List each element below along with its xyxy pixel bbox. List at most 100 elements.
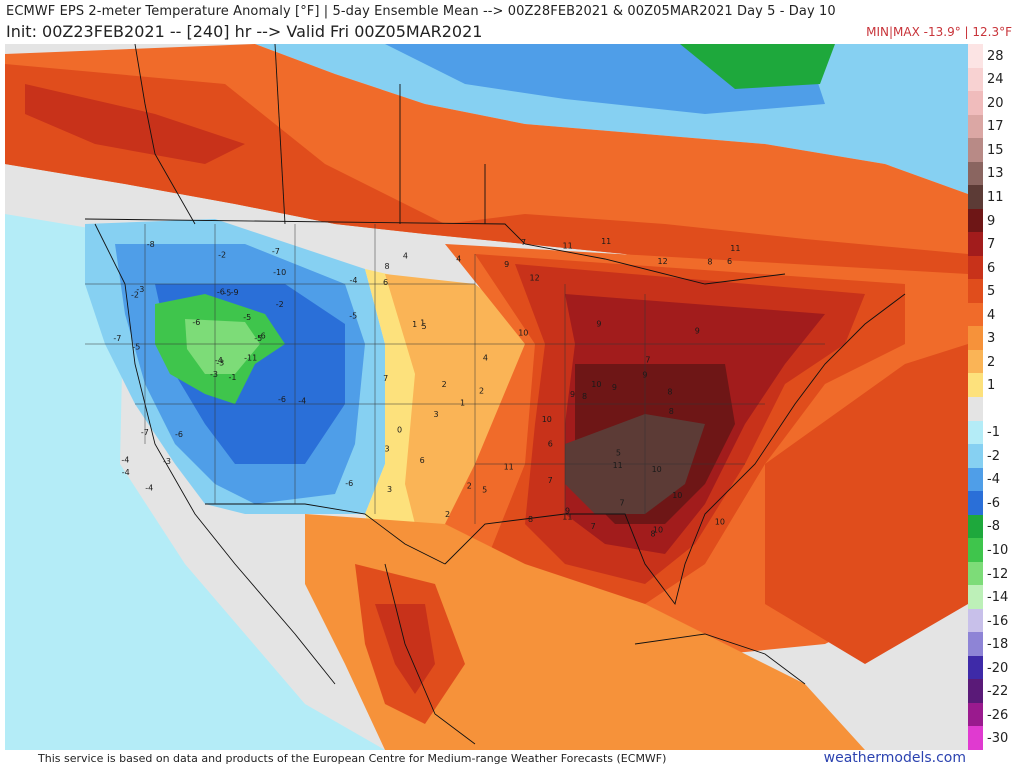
legend-swatch — [968, 538, 983, 563]
legend-label: -12 — [987, 566, 1009, 582]
anomaly-value: -2 — [131, 290, 139, 299]
legend-swatch — [968, 279, 983, 304]
anomaly-value: 12 — [658, 257, 668, 266]
legend-label: 17 — [987, 119, 1004, 135]
anomaly-value: 6 — [383, 278, 388, 287]
legend-label: 28 — [987, 48, 1004, 64]
legend-label: -8 — [987, 519, 1000, 535]
hudson-cold-spot — [680, 44, 835, 89]
anomaly-value: -2 — [218, 250, 226, 259]
legend-swatch — [968, 114, 983, 139]
color-legend: 28 24 20 17 15 13 11 9 7 6 5 4 3 2 1 -1 -2 -4 -6 -8 -10 -12 -1… — [968, 44, 1024, 751]
legend-swatch — [968, 326, 983, 351]
anomaly-value: -7 — [272, 247, 280, 256]
anomaly-value: -9 — [231, 288, 239, 297]
anomaly-value: 12 — [530, 273, 540, 282]
legend-swatch — [968, 397, 983, 422]
anomaly-value: -4 — [350, 276, 358, 285]
anomaly-value: 8 — [669, 407, 674, 416]
great-basin-coldest — [185, 319, 260, 374]
anomaly-value: 4 — [456, 254, 461, 263]
legend-label: -18 — [987, 637, 1009, 653]
legend-swatch — [968, 726, 983, 751]
legend-swatch — [968, 208, 983, 233]
legend-label: -10 — [987, 542, 1009, 558]
anomaly-value: 8 — [707, 257, 712, 266]
mexico-coast — [384, 563, 476, 745]
us-canada-border — [84, 218, 786, 285]
pacific-cool-area — [5, 214, 385, 750]
legend-swatch — [968, 655, 983, 680]
anomaly-value: 5 — [616, 449, 621, 458]
anomaly-value: -4 — [145, 483, 153, 492]
anomaly-map: -1 -2 -3 -4 -5 -6 -7 -9 -10 -11 -8 -6 -5 -4 -3 -2 -4 -6 -5… — [5, 44, 968, 750]
anomaly-value: -7 — [113, 334, 121, 343]
anomaly-value: 8 — [385, 262, 390, 271]
anomaly-value: 11 — [730, 244, 740, 253]
anomaly-value: 1 — [420, 318, 425, 327]
anomaly-value: 1 — [412, 320, 417, 329]
legend-swatch — [968, 161, 983, 186]
legend-label: -16 — [987, 613, 1009, 629]
legend-label: 9 — [987, 213, 996, 229]
anomaly-value: -6 — [278, 395, 286, 404]
legend-swatch — [968, 302, 983, 327]
anomaly-value: 7 — [620, 498, 625, 507]
anomaly-value: 9 — [565, 507, 570, 516]
legend-swatch — [968, 514, 983, 539]
anomaly-value: -3 — [163, 457, 171, 466]
legend-label: 24 — [987, 72, 1004, 88]
legend-label: 15 — [987, 142, 1004, 158]
legend-swatch — [968, 444, 983, 469]
anomaly-value: 10 — [652, 465, 662, 474]
anomaly-value: 9 — [504, 260, 509, 269]
anomaly-value: -5 — [243, 313, 251, 322]
anomaly-value: 4 — [403, 252, 408, 261]
anomaly-value: 8 — [582, 392, 587, 401]
anomaly-value: -3 — [210, 370, 218, 379]
legend-label: 20 — [987, 95, 1004, 111]
legend-swatch — [968, 232, 983, 257]
anomaly-value: 2 — [479, 387, 484, 396]
legend-label: 5 — [987, 284, 996, 300]
anomaly-value: 3 — [387, 485, 392, 494]
anomaly-value: -5 — [132, 343, 140, 352]
anomaly-value: 11 — [613, 461, 623, 470]
anomaly-value: 8 — [651, 529, 656, 538]
anomaly-value: 7 — [521, 238, 526, 247]
legend-label: -22 — [987, 684, 1009, 700]
legend-swatch — [968, 185, 983, 210]
anomaly-value: 8 — [667, 388, 672, 397]
anomaly-value: 10 — [715, 517, 725, 526]
anomaly-value: 9 — [596, 320, 601, 329]
anomaly-value: -5 — [349, 312, 357, 321]
anomaly-value: 11 — [562, 512, 572, 521]
map-subtitle: Init: 00Z23FEB2021 -- [240] hr --> Valid… — [6, 22, 483, 41]
legend-swatch — [968, 491, 983, 516]
anomaly-value: 10 — [518, 329, 528, 338]
legend-label: -4 — [987, 472, 1000, 488]
anomaly-value: -5 — [223, 288, 231, 297]
state-borders — [85, 224, 825, 524]
brand-link[interactable]: weathermodels.com — [823, 750, 966, 766]
legend-swatch — [968, 349, 983, 374]
anomaly-value: 1 — [460, 398, 465, 407]
legend-label: 2 — [987, 354, 996, 370]
cuba-outline — [634, 633, 806, 685]
canada-province-line — [134, 44, 196, 225]
atlantic-warm — [765, 344, 968, 664]
mexico-hot-spot — [375, 604, 435, 694]
legend-label: -6 — [987, 495, 1000, 511]
anomaly-value: 2 — [467, 482, 472, 491]
anomaly-value: 11 — [563, 241, 573, 250]
legend-swatch — [968, 420, 983, 445]
anomaly-value: 9 — [695, 326, 700, 335]
anomaly-value: 10 — [672, 491, 682, 500]
us-mexico-border — [205, 503, 446, 565]
plains-anomaly-labels: 1 2 3 4 5 2 3 4 1 2 6 7 8 5 6 4 3 2 1 0 — [383, 252, 488, 520]
anomaly-value: -4 — [121, 456, 129, 465]
anomaly-value: 10 — [591, 380, 601, 389]
legend-swatch — [968, 679, 983, 704]
anomaly-value: 6 — [548, 439, 553, 448]
anomaly-value: -11 — [244, 354, 257, 363]
